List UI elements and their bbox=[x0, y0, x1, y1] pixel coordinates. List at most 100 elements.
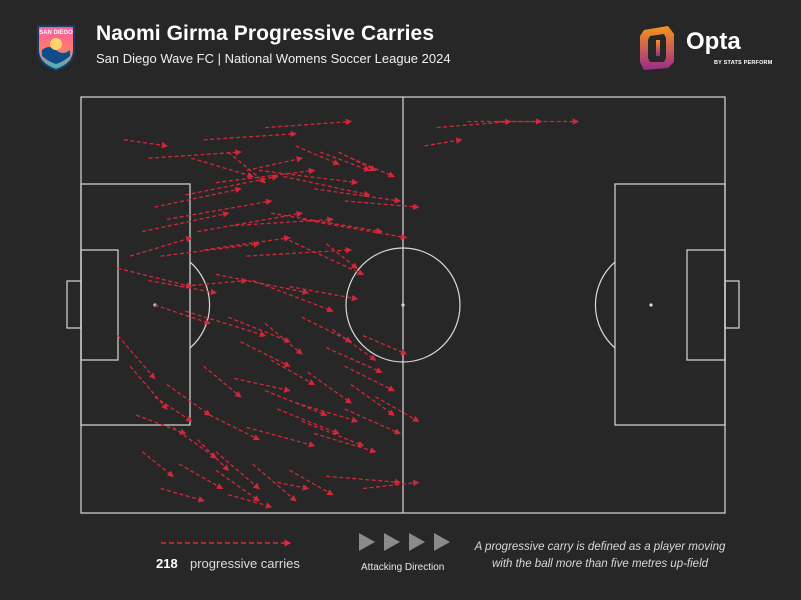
carry-arrow bbox=[270, 359, 316, 386]
carry-arrow bbox=[424, 137, 463, 147]
carry-arrow bbox=[289, 285, 359, 302]
right-goal bbox=[724, 280, 740, 329]
centre-circle bbox=[345, 247, 461, 363]
carry-arrow bbox=[252, 279, 334, 313]
carry-arrow bbox=[277, 408, 340, 435]
carry-arrow bbox=[350, 383, 395, 416]
carry-arrow bbox=[270, 212, 383, 234]
carry-count-label: progressive carries bbox=[190, 556, 300, 571]
carry-arrow bbox=[332, 328, 377, 361]
direction-triangle-icon bbox=[434, 533, 450, 551]
carry-arrow bbox=[215, 469, 260, 502]
carry-arrow bbox=[344, 408, 402, 435]
carry-arrow bbox=[283, 237, 365, 276]
carry-arrow bbox=[203, 365, 242, 398]
carry-arrow bbox=[295, 145, 340, 166]
right-six-yard-box bbox=[686, 249, 726, 361]
carry-arrow bbox=[197, 439, 230, 472]
carry-arrow bbox=[172, 426, 217, 459]
right-penalty-box bbox=[614, 183, 726, 426]
carry-arrow bbox=[344, 200, 420, 210]
opta-logo bbox=[640, 26, 674, 70]
direction-triangle-icon bbox=[359, 533, 375, 551]
carry-arrow bbox=[135, 414, 187, 435]
carry-arrow bbox=[234, 377, 291, 393]
right-penalty-arc bbox=[594, 261, 616, 349]
carry-arrow bbox=[246, 246, 353, 257]
carry-arrow bbox=[203, 130, 297, 141]
carry-arrow bbox=[160, 487, 205, 503]
opta-byline: BY STATS PERFORM bbox=[714, 60, 773, 66]
carry-arrow bbox=[228, 493, 273, 509]
carry-arrows bbox=[117, 118, 580, 509]
carry-arrow bbox=[264, 389, 328, 417]
carry-arrow bbox=[227, 151, 267, 184]
carry-arrow bbox=[326, 475, 402, 486]
left-goal bbox=[66, 280, 82, 329]
carry-arrow bbox=[191, 157, 254, 179]
carry-arrow bbox=[258, 169, 359, 186]
carry-arrow bbox=[283, 175, 371, 197]
carry-arrow bbox=[301, 420, 365, 447]
carry-arrow bbox=[185, 174, 279, 196]
carry-arrow bbox=[154, 304, 212, 325]
carry-arrow bbox=[325, 243, 359, 270]
carry-arrow bbox=[240, 341, 291, 367]
carry-arrow bbox=[301, 316, 353, 343]
carry-arrow bbox=[314, 188, 402, 204]
carry-arrow bbox=[289, 469, 334, 496]
direction-triangle-icon bbox=[384, 533, 400, 551]
carry-arrow bbox=[246, 426, 316, 448]
carry-arrow bbox=[436, 118, 512, 129]
carry-arrow bbox=[252, 463, 297, 502]
attacking-direction-label: Attacking Direction bbox=[361, 562, 445, 573]
carry-arrow bbox=[326, 347, 383, 374]
carry-arrow bbox=[185, 310, 267, 338]
carry-arrow bbox=[142, 211, 230, 233]
carry-arrow bbox=[154, 396, 193, 422]
carry-arrow bbox=[277, 481, 310, 491]
left-penalty-arc bbox=[189, 261, 211, 349]
carry-arrow bbox=[160, 241, 261, 257]
carry-arrow bbox=[209, 414, 261, 441]
carry-arrow bbox=[307, 371, 352, 404]
carry-arrow bbox=[227, 316, 291, 343]
club-crest-text: SAN DIEGO bbox=[39, 30, 73, 36]
centre-spot bbox=[401, 303, 405, 307]
direction-triangle-icon bbox=[409, 533, 425, 551]
carry-arrow bbox=[123, 139, 169, 149]
carry-arrow bbox=[166, 198, 273, 221]
carry-arrow bbox=[117, 335, 156, 380]
carry-arrow bbox=[203, 235, 291, 251]
right-penalty-spot bbox=[649, 303, 653, 307]
carry-count: 218 bbox=[156, 556, 178, 571]
carry-arrow bbox=[264, 118, 353, 129]
carry-arrow bbox=[375, 396, 420, 422]
club-crest-logo: SAN DIEGO bbox=[37, 25, 75, 72]
carry-arrow bbox=[215, 451, 260, 490]
carry-arrow bbox=[363, 479, 420, 490]
attacking-direction-arrows bbox=[359, 533, 450, 551]
carry-arrow bbox=[129, 236, 193, 257]
carry-arrow bbox=[117, 267, 193, 289]
carry-arrow bbox=[319, 151, 371, 172]
carry-arrow bbox=[264, 322, 303, 355]
chart-title: Naomi Girma Progressive Carries bbox=[96, 22, 435, 45]
carry-arrow bbox=[179, 277, 248, 288]
carry-arrow bbox=[313, 432, 377, 454]
carry-arrow bbox=[344, 365, 395, 392]
carry-arrow bbox=[246, 156, 304, 172]
carry-arrow bbox=[197, 210, 304, 233]
carry-arrow bbox=[215, 167, 316, 184]
carry-arrow bbox=[338, 151, 377, 171]
pitch-lines bbox=[66, 96, 740, 514]
carry-arrow bbox=[129, 365, 168, 410]
definition-note: A progressive carry is defined as a play… bbox=[474, 541, 726, 570]
chart-subtitle: San Diego Wave FC | National Womens Socc… bbox=[96, 51, 451, 66]
carry-arrow bbox=[295, 402, 359, 423]
carry-arrow bbox=[148, 149, 242, 159]
carry-arrow bbox=[362, 335, 408, 355]
carry-arrow bbox=[166, 383, 211, 416]
carry-arrow bbox=[178, 463, 224, 490]
